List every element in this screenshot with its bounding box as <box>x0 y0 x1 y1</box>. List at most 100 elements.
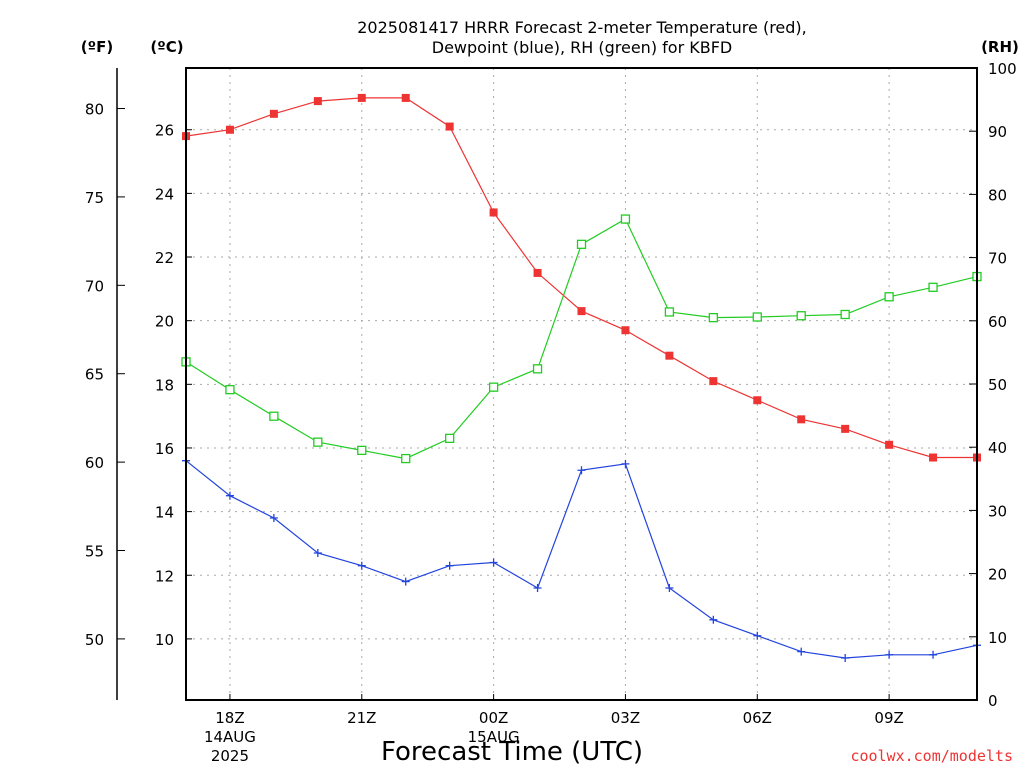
rh-point <box>752 312 762 322</box>
temperature-point <box>401 93 410 102</box>
dewpoint-point <box>533 583 542 592</box>
fahrenheit-tick-label: 60 <box>85 454 104 472</box>
rh-point <box>269 411 279 421</box>
fahrenheit-tick-label: 80 <box>85 101 104 119</box>
rh-point <box>708 312 718 323</box>
celsius-tick-label: 26 <box>155 122 174 140</box>
chart-title-line-2: Dewpoint (blue), RH (green) for KBFD <box>432 38 732 57</box>
x-tick-label: 06Z <box>743 709 772 727</box>
dewpoint-point <box>577 466 586 475</box>
dewpoint-point <box>357 561 366 570</box>
dewpoint-point <box>269 513 278 522</box>
x-axis-title: Forecast Time (UTC) <box>381 737 643 767</box>
rh-point <box>840 309 850 320</box>
rh-tick-label: 20 <box>988 566 1007 584</box>
dewpoint-point <box>841 653 850 662</box>
x-tick-label: 21Z <box>347 709 376 727</box>
fahrenheit-tick-label: 75 <box>85 189 104 207</box>
series-layer <box>181 93 982 662</box>
rh-tick-label: 70 <box>988 250 1007 268</box>
celsius-tick-label: 18 <box>155 376 174 394</box>
celsius-tick-label: 24 <box>155 185 174 203</box>
celsius-tick-label: 12 <box>155 567 174 585</box>
temperature-point <box>225 125 234 134</box>
celsius-tick-label: 16 <box>155 440 174 458</box>
rh-point <box>620 214 631 224</box>
celsius-unit-label: (ºC) <box>150 38 183 56</box>
dewpoint-point <box>709 615 718 624</box>
fahrenheit-tick-label: 65 <box>85 366 104 384</box>
temperature-point <box>665 351 674 360</box>
rh-tick-label: 90 <box>988 123 1007 141</box>
temperature-point <box>841 424 850 433</box>
celsius-tick-label: 10 <box>155 631 174 649</box>
rh-tick-label: 60 <box>988 313 1007 331</box>
x-tick-label: 00Z <box>479 709 508 727</box>
rh-point <box>664 307 675 317</box>
celsius-tick-label: 22 <box>155 249 174 267</box>
temperature-point <box>621 326 630 335</box>
rh-tick-label: 50 <box>988 376 1007 394</box>
rh-series-line <box>185 218 978 460</box>
temperature-series-line <box>185 97 977 459</box>
fahrenheit-tick-label: 70 <box>85 277 104 295</box>
celsius-tick-label: 20 <box>155 313 174 331</box>
temperature-point <box>357 93 366 102</box>
rh-point <box>928 282 938 292</box>
temperature-point <box>533 268 542 277</box>
temperature-point <box>313 97 322 106</box>
x-tick-label: 03Z <box>611 709 640 727</box>
dewpoint-point <box>797 647 806 656</box>
rh-point <box>313 437 323 447</box>
temperature-point <box>709 377 718 386</box>
x-tick-label: 09Z <box>874 709 903 727</box>
gridlines <box>186 68 977 700</box>
temperature-point <box>885 440 894 449</box>
dewpoint-point <box>621 459 630 468</box>
dewpoint-point <box>445 561 454 570</box>
source-credit: coolwx.com/modelts <box>850 747 1013 765</box>
rh-point <box>401 453 411 464</box>
temperature-point <box>489 208 498 217</box>
temperature-point <box>577 307 586 316</box>
rh-point <box>488 382 499 392</box>
dewpoint-point <box>753 631 762 640</box>
temperature-point <box>269 109 278 118</box>
rh-tick-label: 0 <box>988 692 998 710</box>
rh-point <box>445 433 455 444</box>
rh-unit-label: (RH) <box>981 38 1019 56</box>
rh-point <box>884 292 894 302</box>
chart-title-line-1: 2025081417 HRRR Forecast 2-meter Tempera… <box>357 18 807 37</box>
dewpoint-point <box>225 491 234 500</box>
temperature-point <box>753 396 762 405</box>
rh-tick-label: 10 <box>988 629 1007 647</box>
rh-tick-label: 30 <box>988 502 1007 520</box>
fahrenheit-tick-label: 55 <box>85 543 104 561</box>
dewpoint-point <box>665 583 674 592</box>
x-tick-label: 18Z <box>215 709 244 727</box>
x-tick-sublabel: 2025 <box>211 747 249 765</box>
dewpoint-point <box>489 558 498 567</box>
rh-point <box>225 385 235 395</box>
dewpoint-series-line <box>185 460 978 659</box>
dewpoint-point <box>401 577 410 586</box>
dewpoint-point <box>313 548 322 557</box>
rh-point <box>576 239 587 249</box>
x-tick-sublabel: 15AUG <box>468 728 520 746</box>
x-tick-sublabel: 14AUG <box>204 728 256 746</box>
rh-point <box>532 364 543 374</box>
rh-point <box>796 311 806 321</box>
dewpoint-point <box>929 650 938 659</box>
temperature-point <box>797 415 806 424</box>
rh-tick-label: 40 <box>988 439 1007 457</box>
rh-tick-label: 100 <box>988 60 1017 78</box>
fahrenheit-unit-label: (ºF) <box>81 38 113 56</box>
chart-title: 2025081417 HRRR Forecast 2-meter Tempera… <box>357 18 807 57</box>
dewpoint-point <box>885 650 894 659</box>
rh-point <box>357 445 367 456</box>
temperature-point <box>445 122 454 131</box>
rh-tick-label: 80 <box>988 186 1007 204</box>
fahrenheit-tick-label: 50 <box>85 631 104 649</box>
